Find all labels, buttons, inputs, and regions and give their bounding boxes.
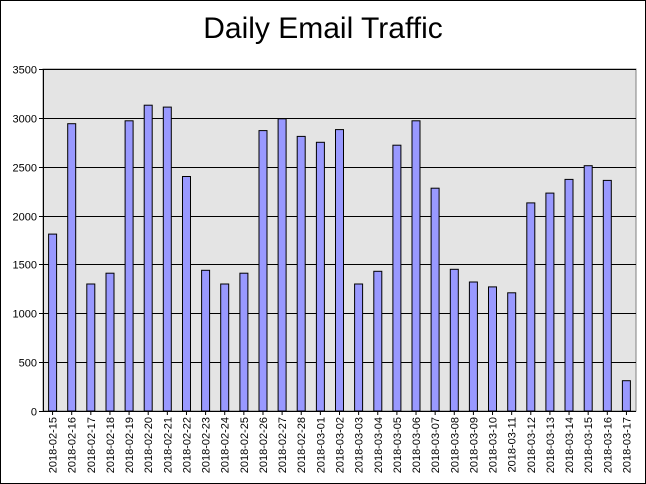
y-tick-label: 0 <box>31 407 37 419</box>
x-tick-label: 2018-03-11 <box>507 417 519 472</box>
bar <box>545 192 555 412</box>
x-tick-label: 2018-03-01 <box>315 417 327 473</box>
bar <box>468 281 478 412</box>
y-tick-label: 1000 <box>13 309 37 321</box>
bar <box>602 179 612 412</box>
y-tick-label: 3500 <box>13 65 37 77</box>
bar <box>67 123 77 412</box>
chart-title: Daily Email Traffic <box>203 12 443 45</box>
bar <box>583 165 593 412</box>
bar <box>296 135 306 412</box>
bar <box>143 104 153 412</box>
x-tick-label: 2018-03-10 <box>488 417 500 473</box>
x-tick-label: 2018-02-16 <box>67 417 79 473</box>
bar <box>373 270 383 412</box>
bar <box>526 202 536 412</box>
x-tick-label: 2018-03-02 <box>335 417 347 473</box>
bar <box>220 283 230 412</box>
bar <box>48 233 58 412</box>
bar <box>258 130 268 412</box>
bar <box>449 268 459 412</box>
y-tick-label: 2000 <box>13 212 37 224</box>
x-tick-label: 2018-02-25 <box>239 417 251 473</box>
x-tick-label: 2018-03-05 <box>392 417 404 473</box>
bar <box>182 176 191 412</box>
x-tick-label: 2018-03-08 <box>449 417 461 473</box>
bar <box>354 283 364 412</box>
x-tick-label: 2018-03-07 <box>430 417 442 473</box>
bar <box>430 187 440 412</box>
bar <box>277 118 287 412</box>
bar <box>201 269 211 412</box>
y-tick-label: 1500 <box>13 260 37 272</box>
x-tick-label: 2018-02-18 <box>105 417 117 473</box>
bar <box>488 286 497 412</box>
x-tick-label: 2018-02-22 <box>182 417 194 473</box>
bar <box>315 141 325 412</box>
x-tick-label: 2018-02-17 <box>86 417 98 473</box>
y-tick-label: 500 <box>19 358 37 370</box>
bar <box>239 272 249 412</box>
x-tick-label: 2018-03-17 <box>621 417 633 473</box>
x-tick-label: 2018-02-15 <box>48 417 60 473</box>
x-tick-label: 2018-03-16 <box>602 417 614 473</box>
bar <box>86 283 96 412</box>
bar <box>105 272 115 412</box>
x-tick-label: 2018-02-21 <box>162 417 174 473</box>
x-tick-label: 2018-02-28 <box>296 417 308 473</box>
bar <box>507 292 517 412</box>
y-tick-label: 2500 <box>13 163 37 175</box>
bar <box>124 120 134 412</box>
x-tick-label: 2018-03-12 <box>526 417 538 473</box>
x-tick-label: 2018-03-04 <box>373 417 385 473</box>
bar <box>335 129 344 412</box>
x-tick-label: 2018-03-09 <box>468 417 480 473</box>
x-tick-label: 2018-02-23 <box>201 417 213 473</box>
x-tick-label: 2018-02-24 <box>220 417 232 473</box>
x-tick-label: 2018-03-13 <box>545 417 557 473</box>
x-tick-label: 2018-02-27 <box>277 417 289 473</box>
x-tick-label: 2018-02-20 <box>143 417 155 473</box>
bar <box>162 106 172 412</box>
x-tick-label: 2018-02-26 <box>258 417 270 473</box>
bar <box>392 144 402 412</box>
bar <box>564 178 574 412</box>
bar <box>621 380 631 412</box>
bar <box>411 120 421 412</box>
x-tick-label: 2018-03-03 <box>354 417 366 473</box>
x-tick-label: 2018-03-15 <box>583 417 595 473</box>
y-tick-label: 3000 <box>13 114 37 126</box>
x-tick-label: 2018-02-19 <box>124 417 136 473</box>
x-tick-label: 2018-03-14 <box>564 417 576 473</box>
x-tick-label: 2018-03-06 <box>411 417 423 473</box>
